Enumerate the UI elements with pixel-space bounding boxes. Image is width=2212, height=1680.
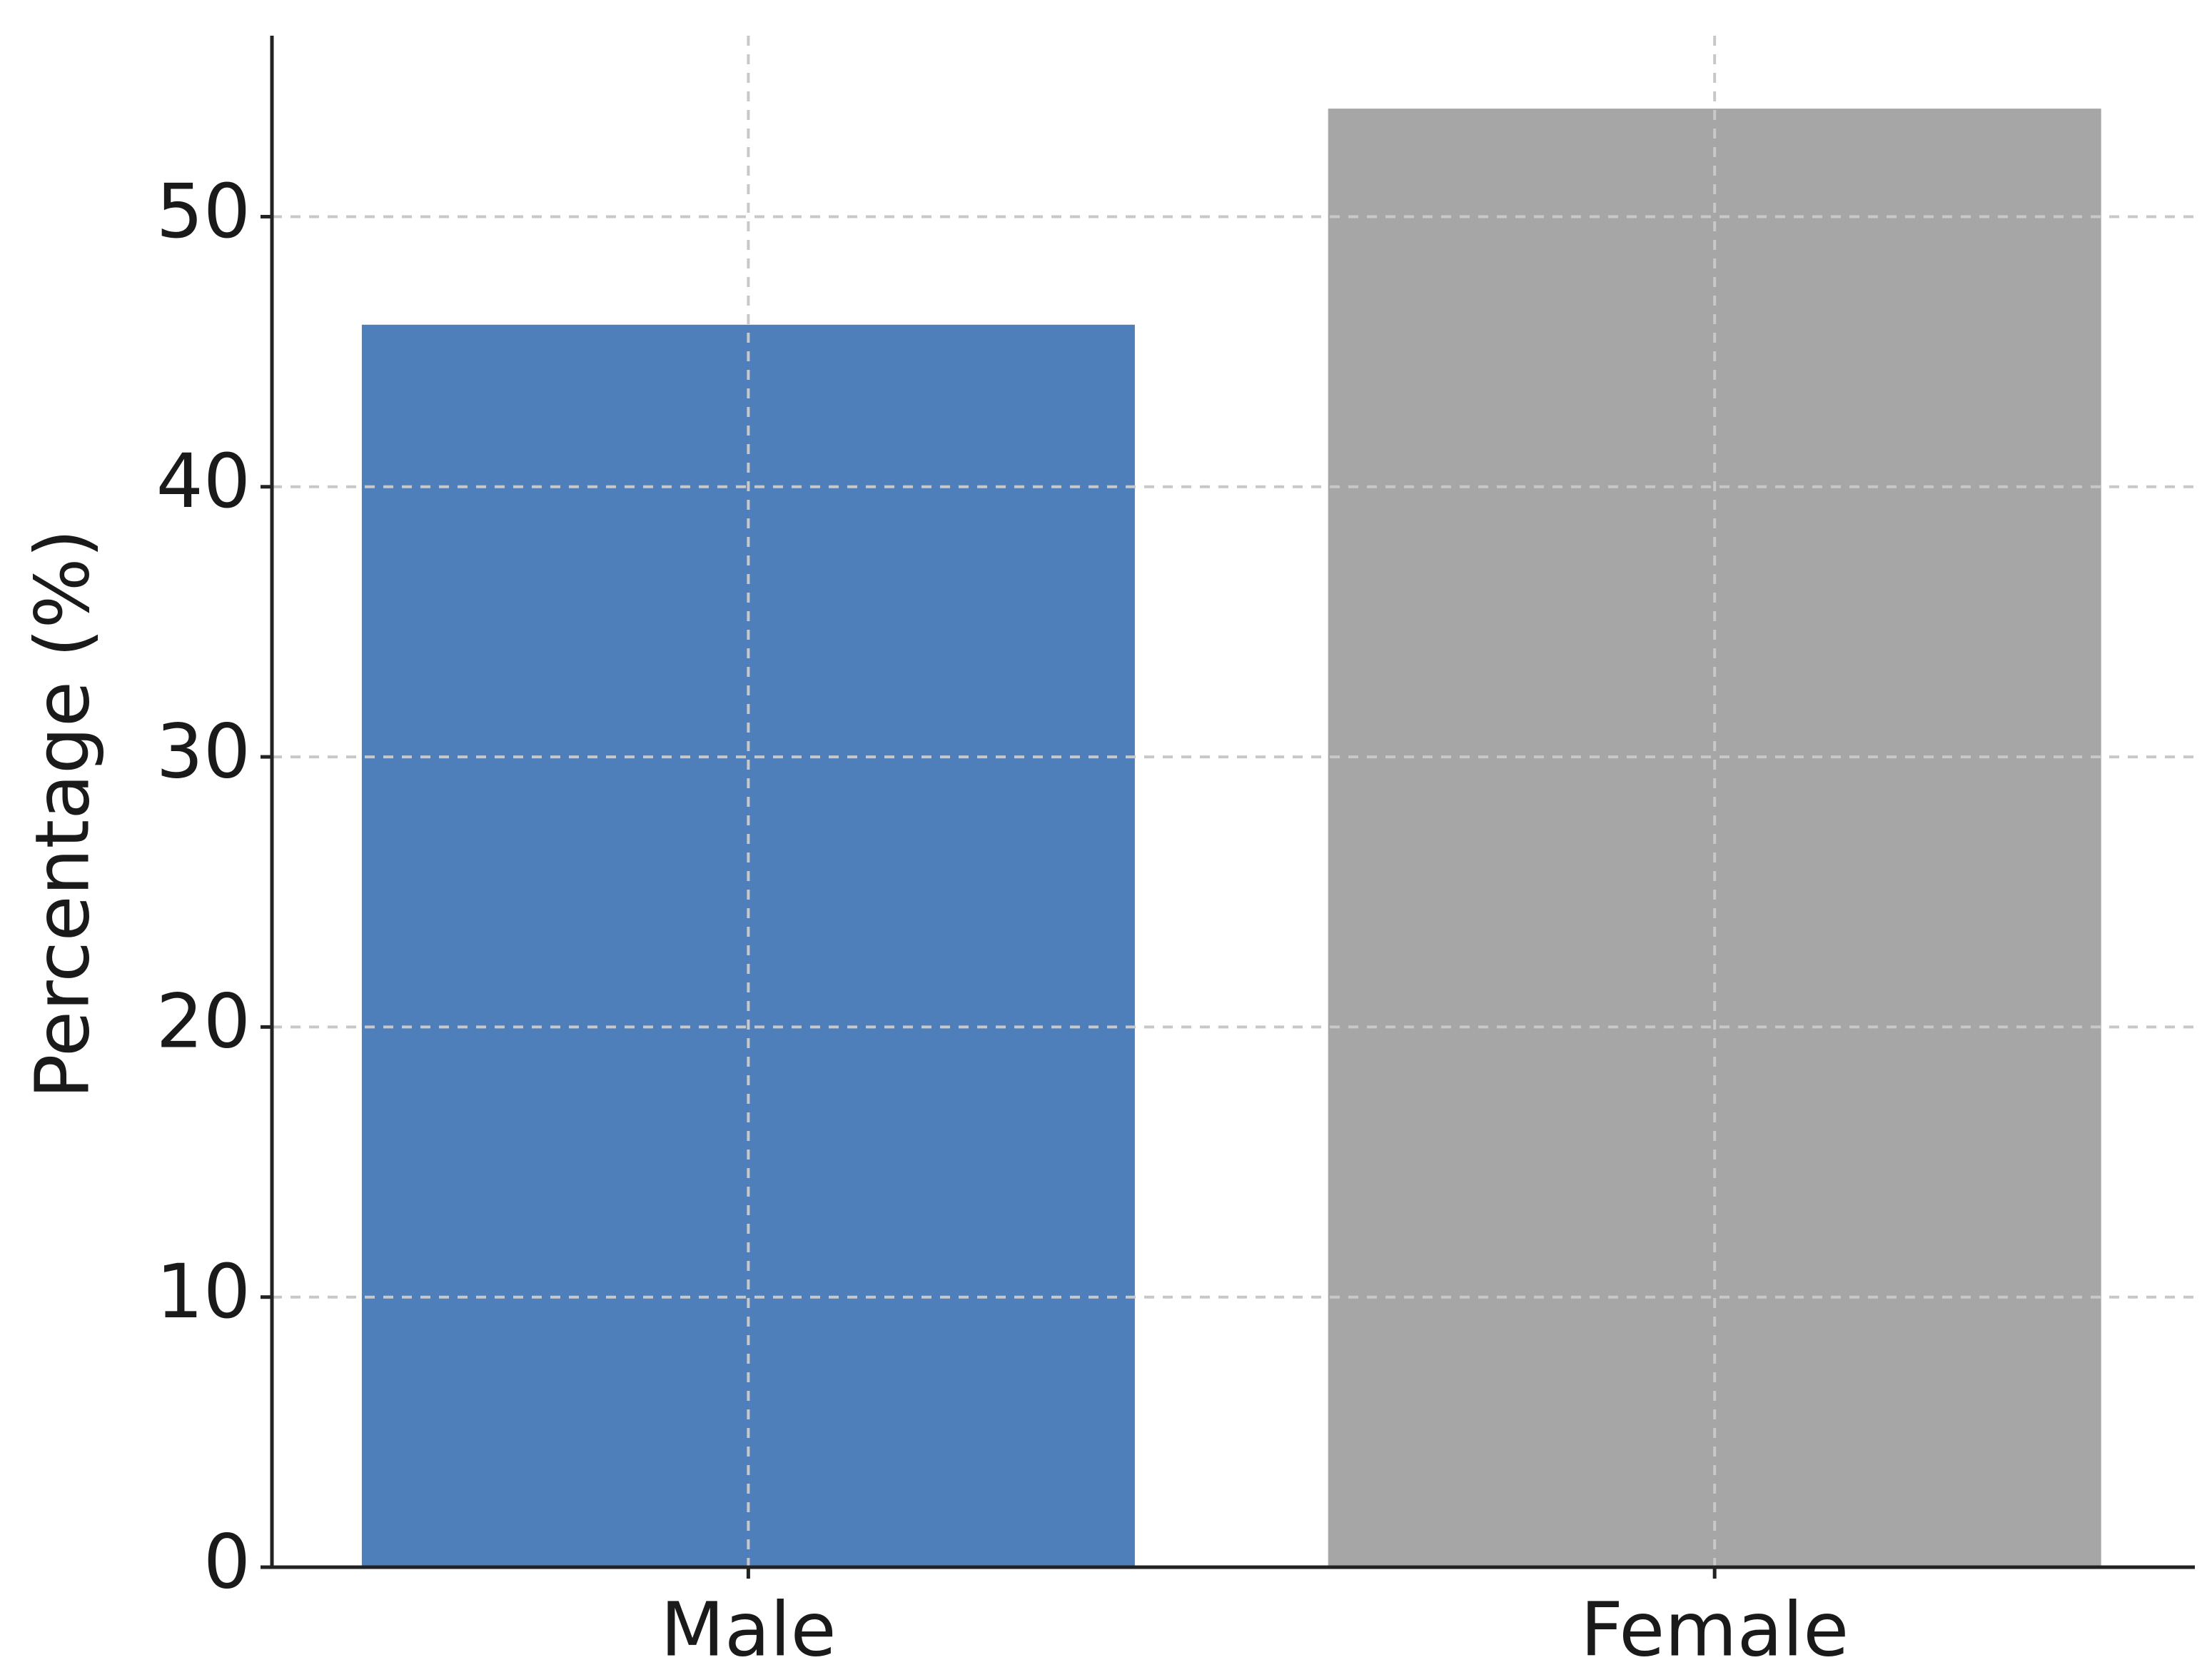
y-tick-label: 50 [156,168,251,255]
x-tick-label: Male [660,1586,836,1673]
y-tick-label: 20 [156,978,251,1065]
y-tick-label: 10 [156,1248,251,1335]
y-tick-label: 30 [156,708,251,795]
y-axis-label: Percentage (%) [19,529,106,1099]
y-tick-label: 40 [156,438,251,525]
x-tick-label: Female [1580,1586,1849,1673]
y-tick-label: 0 [203,1518,251,1605]
